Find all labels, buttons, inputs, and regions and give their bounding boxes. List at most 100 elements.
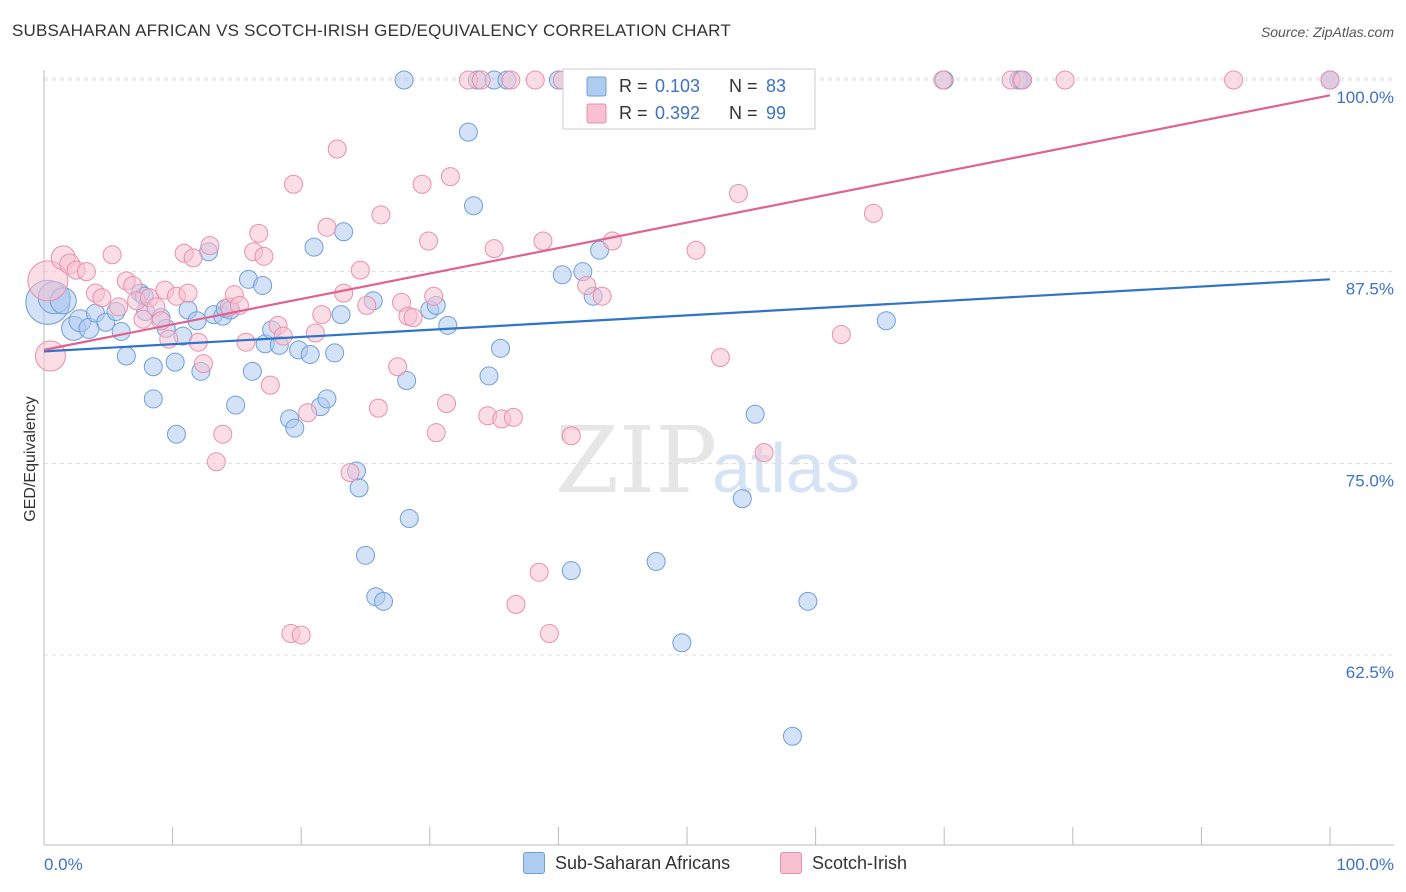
inset-legend-n-label: N =: [729, 76, 758, 96]
point-sub-saharan: [491, 338, 511, 358]
point-sub-saharan: [349, 478, 369, 498]
point-sub-saharan: [165, 352, 185, 372]
point-sub-saharan: [285, 418, 305, 438]
point-scotch-irish: [92, 288, 112, 308]
point-scotch-irish: [419, 231, 439, 251]
bottom-legend-item-scotch-irish[interactable]: Scotch-Irish: [780, 852, 907, 874]
point-scotch-irish: [388, 357, 408, 377]
point-sub-saharan: [782, 726, 802, 746]
point-sub-saharan: [143, 357, 163, 377]
point-scotch-irish: [178, 283, 198, 303]
point-scotch-irish: [254, 246, 274, 266]
point-sub-saharan: [798, 591, 818, 611]
point-scotch-irish: [334, 283, 354, 303]
point-scotch-irish: [273, 326, 293, 346]
point-sub-saharan: [111, 321, 131, 341]
point-scotch-irish: [533, 231, 553, 251]
point-scotch-irish: [686, 240, 706, 260]
point-sub-saharan: [672, 633, 692, 653]
x-tick-label: 100.0%: [1336, 855, 1394, 874]
point-scotch-irish: [340, 463, 360, 483]
trend-line-sub-saharan: [43, 278, 1331, 353]
point-scotch-irish: [357, 295, 377, 315]
point-scotch-irish: [710, 348, 730, 368]
inset-legend-r-value: 0.103: [655, 76, 700, 96]
series-scotch-irish: [27, 70, 1340, 645]
point-scotch-irish: [368, 398, 388, 418]
point-sub-saharan: [732, 489, 752, 509]
inset-legend-r-label: R =: [619, 103, 648, 123]
point-sub-saharan: [561, 561, 581, 581]
inset-legend-swatch: [586, 103, 607, 124]
point-sub-saharan: [458, 122, 478, 142]
point-sub-saharan: [334, 222, 354, 242]
point-scotch-irish: [102, 245, 122, 265]
y-tick-label: 75.0%: [1346, 471, 1394, 490]
trend-line-scotch-irish: [43, 94, 1331, 351]
point-scotch-irish: [291, 625, 311, 645]
point-scotch-irish: [412, 174, 432, 194]
point-sub-saharan: [464, 196, 484, 216]
point-scotch-irish: [206, 452, 226, 472]
inset-legend-n-value: 83: [766, 76, 786, 96]
point-sub-saharan: [116, 346, 136, 366]
point-sub-saharan: [399, 509, 419, 529]
point-sub-saharan: [242, 361, 262, 381]
point-scotch-irish: [283, 174, 303, 194]
point-sub-saharan: [317, 389, 337, 409]
point-scotch-irish: [863, 203, 883, 223]
point-sub-saharan: [331, 305, 351, 325]
point-scotch-irish: [471, 70, 491, 90]
point-scotch-irish: [27, 260, 69, 302]
point-scotch-irish: [183, 248, 203, 268]
point-scotch-irish: [1320, 70, 1340, 90]
legend-swatch-blue: [523, 852, 545, 874]
source-label: Source: ZipAtlas.com: [1260, 24, 1394, 40]
point-scotch-irish: [437, 394, 457, 414]
point-scotch-irish: [933, 70, 953, 90]
y-axis-label: GED/Equivalency: [22, 396, 39, 521]
point-scotch-irish: [350, 260, 370, 280]
point-scotch-irish: [76, 262, 96, 282]
point-scotch-irish: [529, 562, 549, 582]
bottom-legend-label-scotch-irish: Scotch-Irish: [812, 852, 908, 873]
point-scotch-irish: [305, 323, 325, 343]
point-sub-saharan: [325, 343, 345, 363]
bottom-legend-label-subsaharan: Sub-Saharan Africans: [555, 852, 731, 873]
point-scotch-irish: [424, 286, 444, 306]
inset-legend-swatch: [586, 76, 607, 97]
point-scotch-irish: [506, 594, 526, 614]
point-scotch-irish: [484, 239, 504, 259]
point-scotch-irish: [525, 70, 545, 90]
inset-legend: R = 0.103 N = 83 R = 0.392 N = 99: [562, 68, 816, 130]
point-scotch-irish: [236, 332, 256, 352]
point-scotch-irish: [327, 139, 347, 159]
y-tick-label: 100.0%: [1336, 88, 1394, 107]
point-sub-saharan: [438, 315, 458, 335]
inset-legend-r-label: R =: [619, 76, 648, 96]
legend-swatch-pink: [780, 852, 802, 874]
inset-legend-n-value: 99: [766, 103, 786, 123]
point-scotch-irish: [503, 407, 523, 427]
point-scotch-irish: [501, 70, 521, 90]
point-scotch-irish: [193, 354, 213, 374]
bottom-legend-item-subsaharan[interactable]: Sub-Saharan Africans: [523, 852, 730, 874]
point-sub-saharan: [394, 70, 414, 90]
point-scotch-irish: [539, 624, 559, 644]
point-sub-saharan: [304, 237, 324, 257]
point-sub-saharan: [374, 591, 394, 611]
point-scotch-irish: [1224, 70, 1244, 90]
point-scotch-irish: [754, 443, 774, 463]
point-sub-saharan: [397, 371, 417, 391]
point-scotch-irish: [728, 183, 748, 203]
point-scotch-irish: [403, 308, 423, 328]
point-scotch-irish: [260, 375, 280, 395]
point-scotch-irish: [1055, 70, 1075, 90]
y-tick-label: 87.5%: [1346, 280, 1394, 299]
inset-legend-r-value: 0.392: [655, 103, 700, 123]
point-scotch-irish: [561, 426, 581, 446]
point-scotch-irish: [213, 424, 233, 444]
point-scotch-irish: [831, 325, 851, 345]
point-scotch-irish: [249, 223, 269, 243]
